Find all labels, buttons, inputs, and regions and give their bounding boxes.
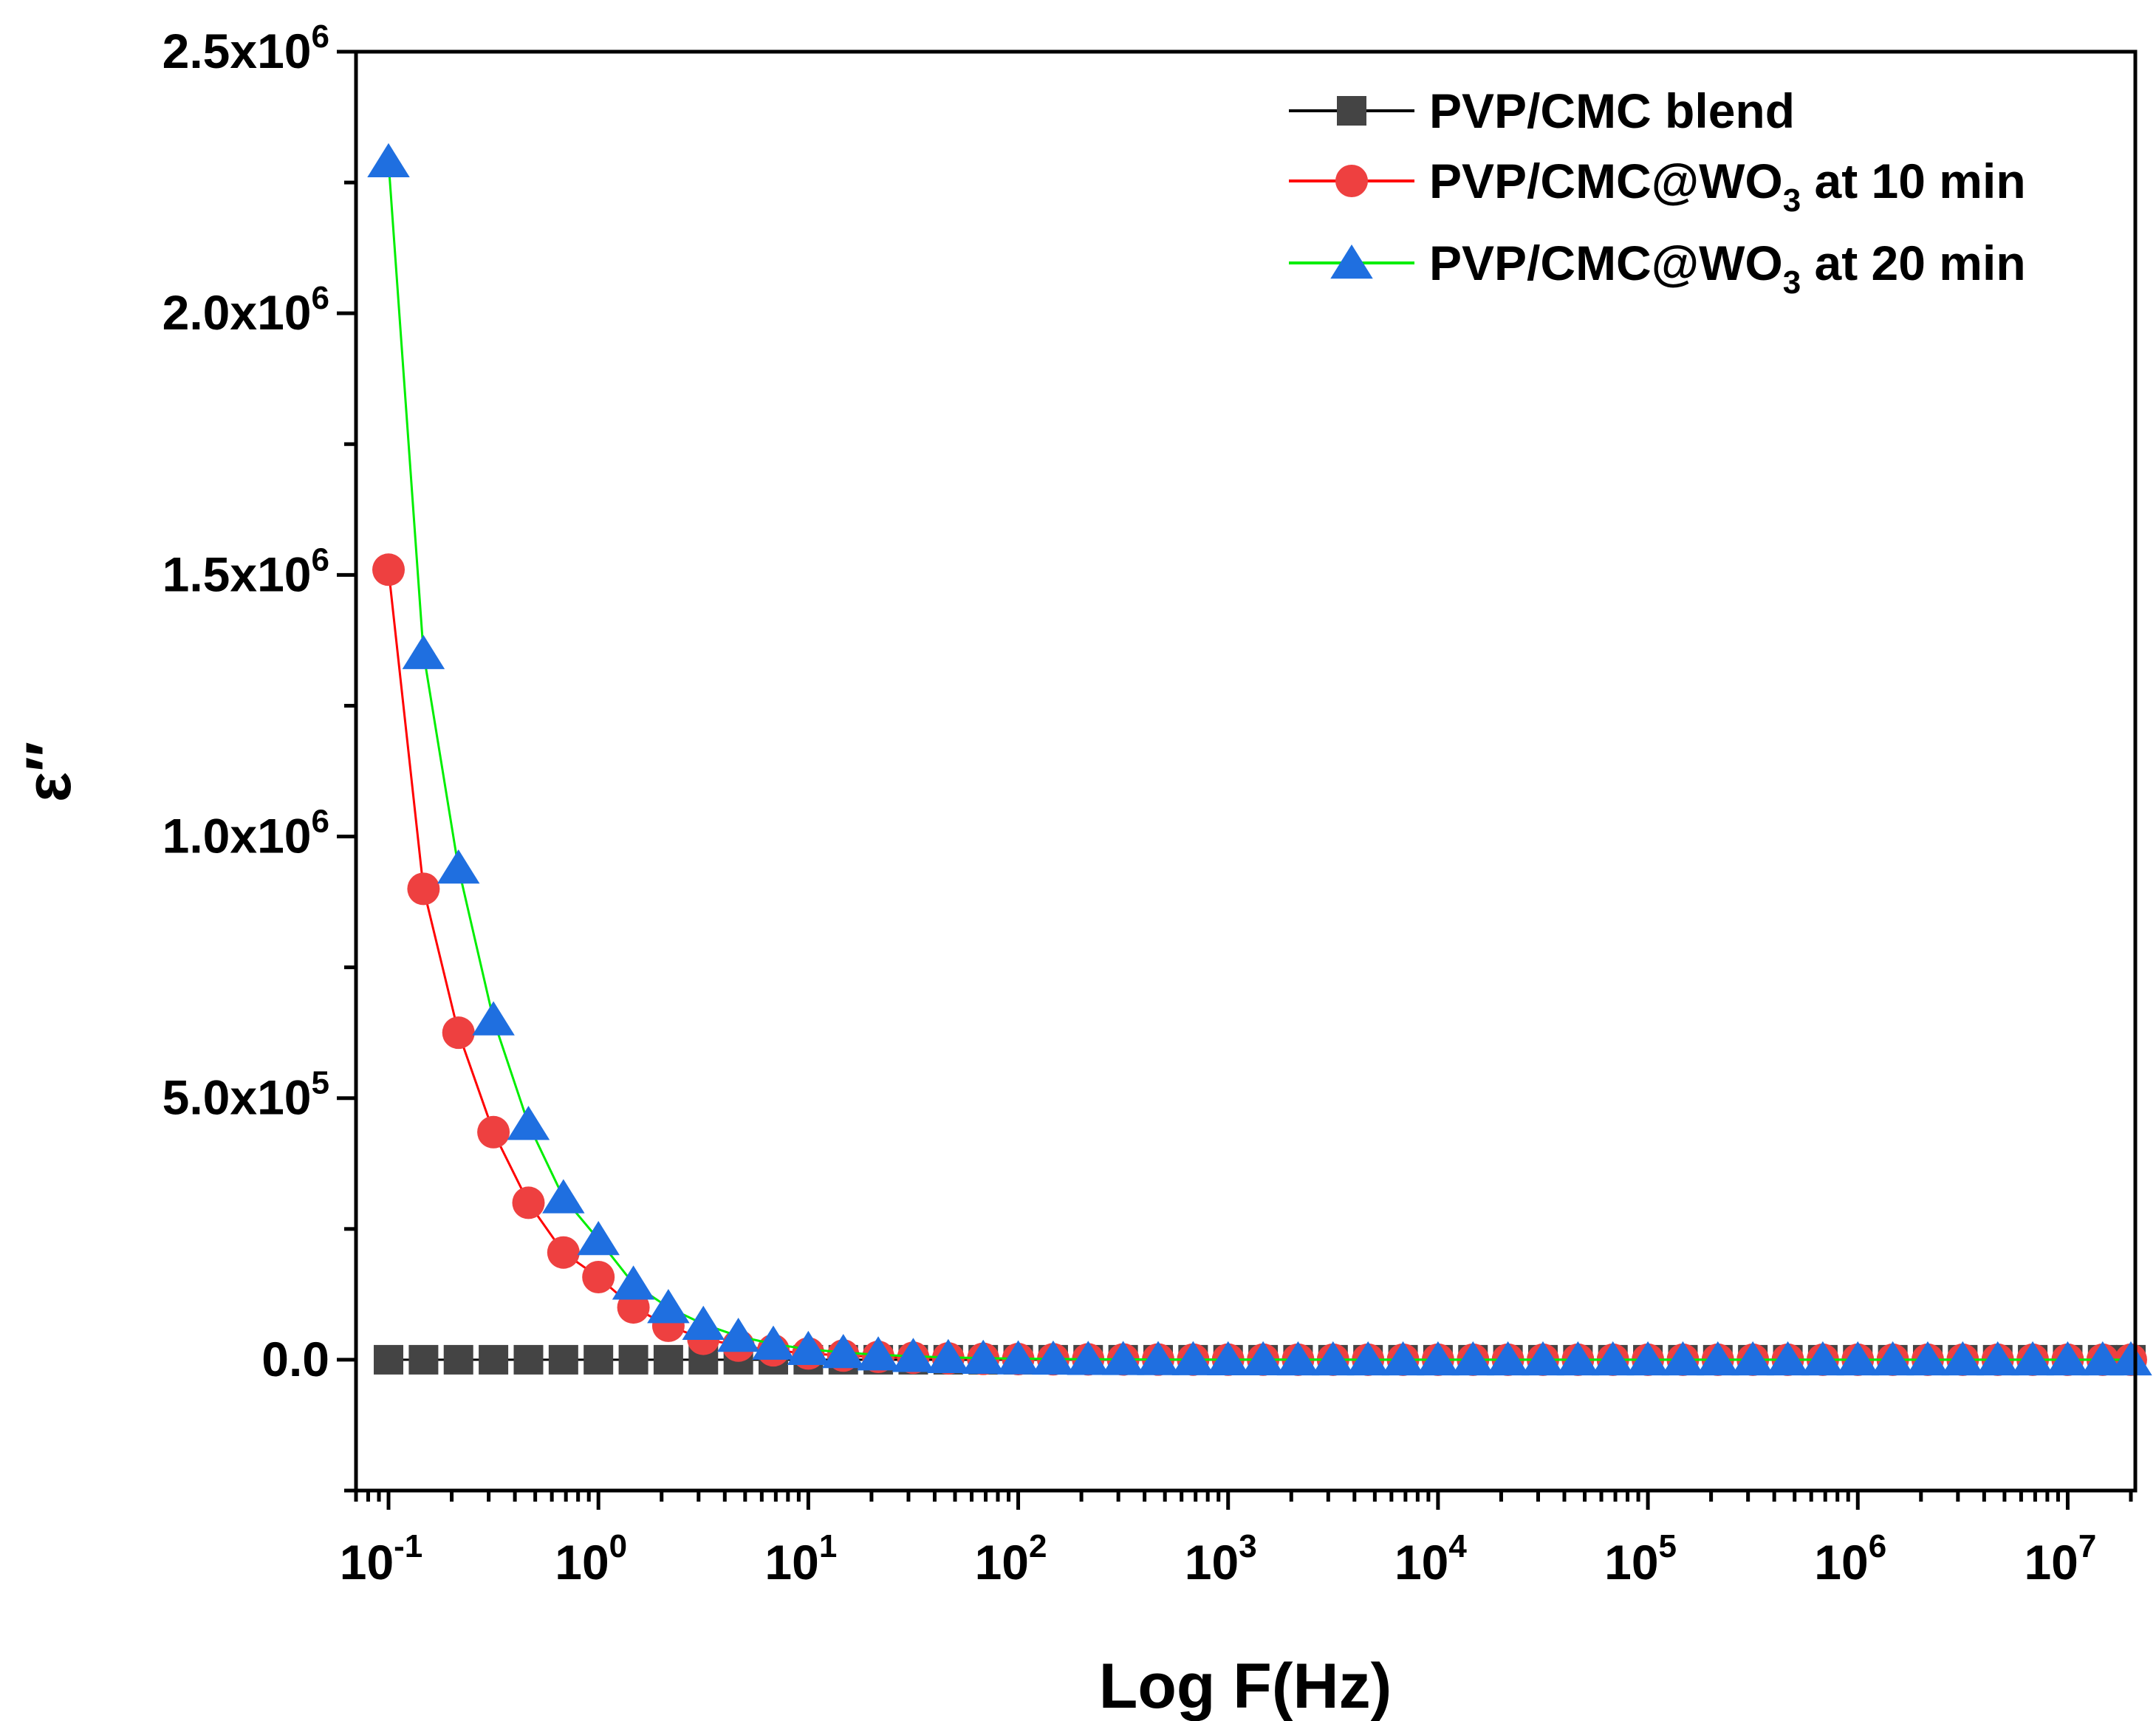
x-tick-label: 102 (975, 1528, 1047, 1590)
data-point (1836, 1341, 1880, 1376)
y-tick-label: 1.5x106 (162, 541, 329, 601)
data-point (372, 553, 405, 586)
data-point (996, 1340, 1040, 1375)
data-point (2109, 1341, 2152, 1376)
y-tick-label: 2.0x106 (162, 280, 329, 340)
data-point (682, 1305, 725, 1340)
data-point (1206, 1341, 1250, 1375)
data-point (1171, 1341, 1215, 1375)
plot-frame (354, 49, 2138, 1493)
data-point (653, 1344, 683, 1375)
data-point (408, 1344, 439, 1375)
x-tick-label: 101 (764, 1528, 837, 1590)
data-point (857, 1336, 900, 1371)
legend-marker (1335, 165, 1368, 197)
x-tick-label: 100 (555, 1528, 627, 1590)
data-point (547, 1236, 580, 1269)
x-tick-label: 105 (1604, 1528, 1677, 1590)
data-point (1101, 1341, 1145, 1375)
data-point (2046, 1341, 2090, 1376)
x-tick-label: 107 (2024, 1528, 2096, 1590)
data-point (1032, 1340, 1075, 1375)
data-point (752, 1325, 795, 1360)
legend: PVP/CMC blend PVP/CMC@WO3 at 10 min PVP/CM… (1289, 83, 2026, 301)
data-point (548, 1344, 578, 1375)
y-tick-label: 0.0 (261, 1332, 329, 1386)
y-tick-label: 2.5x106 (162, 18, 329, 78)
data-point (507, 1106, 550, 1140)
data-point (1346, 1341, 1389, 1376)
data-point (716, 1318, 760, 1352)
data-point (1312, 1341, 1355, 1376)
data-point (1381, 1341, 1425, 1376)
data-point (1906, 1341, 1949, 1376)
data-point (1697, 1341, 1739, 1376)
data-point (822, 1333, 865, 1369)
data-point (367, 143, 410, 178)
series-line (387, 161, 2131, 1361)
data-point (584, 1344, 614, 1375)
legend-label: PVP/CMC blend (1429, 83, 1795, 138)
data-point (512, 1186, 545, 1219)
x-tick-label: 10-1 (340, 1528, 423, 1590)
data-point (1067, 1341, 1110, 1375)
data-point (2011, 1341, 2054, 1376)
data-point (1626, 1341, 1669, 1376)
data-point (477, 1115, 510, 1149)
data-point (437, 849, 480, 884)
data-point (542, 1179, 585, 1214)
data-point (442, 1016, 475, 1050)
data-point (472, 1001, 515, 1036)
y-tick-label: 1.0x106 (162, 804, 329, 863)
legend-label: PVP/CMC@WO3 at 10 min (1429, 154, 2026, 219)
data-point (1941, 1341, 1985, 1376)
data-point (2081, 1341, 2124, 1376)
data-point (582, 1260, 615, 1293)
series-group (372, 553, 2147, 1376)
data-point (443, 1344, 473, 1375)
data-point (892, 1338, 935, 1372)
data-point (1451, 1341, 1495, 1376)
data-point (787, 1330, 830, 1365)
data-point (962, 1339, 1005, 1375)
data-point (1417, 1341, 1459, 1376)
data-point (402, 634, 445, 669)
x-tick-label: 103 (1185, 1528, 1257, 1590)
series-group (367, 143, 2152, 1376)
data-point (1976, 1341, 2019, 1376)
legend-marker (1337, 96, 1366, 126)
data-point (1522, 1341, 1564, 1376)
x-tick-label: 106 (1814, 1528, 1886, 1590)
data-point (1276, 1341, 1320, 1376)
axes-layer: 0.0 5.0x105 1.0x106 1.5x106 2.0x106 2.5x106 10… (162, 18, 2133, 1590)
data-point (1242, 1341, 1284, 1376)
legend-marker (1330, 244, 1373, 279)
data-point (1766, 1341, 1810, 1376)
data-point (1486, 1341, 1530, 1376)
x-tick-label: 104 (1394, 1528, 1467, 1590)
data-point (612, 1265, 655, 1300)
plot-series-layer (367, 143, 2152, 1376)
data-point (1731, 1341, 1774, 1376)
data-point (1556, 1341, 1600, 1376)
data-point (927, 1338, 970, 1373)
legend-label: PVP/CMC@WO3 at 20 min (1429, 236, 2026, 301)
x-axis-title: Log F(Hz) (1099, 1651, 1392, 1721)
data-point (513, 1344, 544, 1375)
data-point (618, 1344, 648, 1375)
series-line (387, 569, 2131, 1361)
data-point (1871, 1341, 1914, 1376)
data-point (577, 1220, 620, 1256)
y-tick-label: 5.0x105 (162, 1065, 329, 1125)
data-point (647, 1289, 690, 1324)
data-point (1591, 1341, 1635, 1376)
data-point (1801, 1341, 1844, 1376)
data-point (407, 872, 440, 906)
data-point (374, 1344, 404, 1375)
y-axis-title: ε″ (13, 742, 84, 802)
data-point (479, 1344, 509, 1375)
data-point (1137, 1341, 1180, 1375)
data-point (1661, 1341, 1705, 1376)
